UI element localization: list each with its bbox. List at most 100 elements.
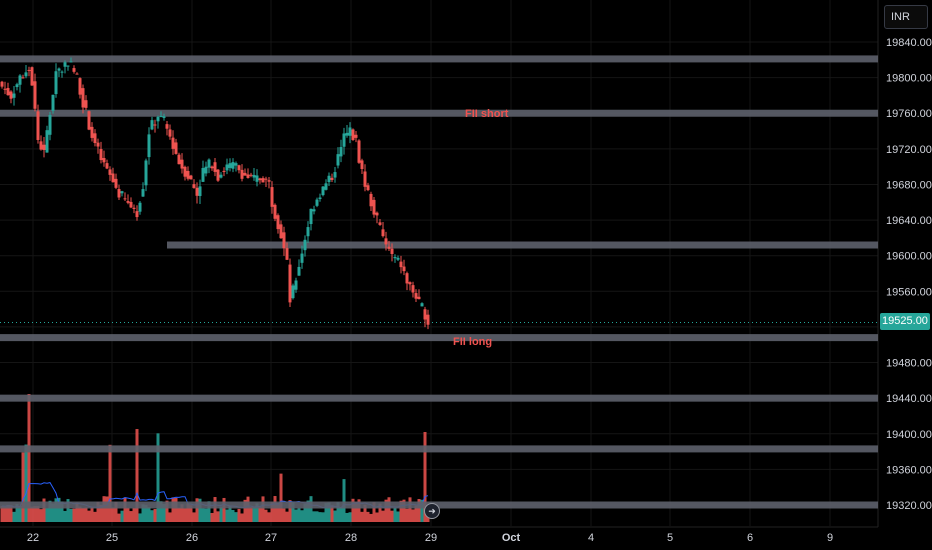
volume-bar — [168, 512, 172, 522]
candle-down — [282, 232, 286, 249]
volume-bar — [21, 452, 25, 522]
candle-down — [351, 129, 355, 140]
time-tick-label: 22 — [27, 532, 39, 544]
volume-bar — [51, 503, 55, 522]
candle-down — [399, 261, 403, 268]
volume-bar — [339, 506, 343, 522]
price-tick-label: 19320.00 — [886, 500, 932, 512]
volume-bar — [306, 500, 310, 522]
candle-up — [159, 115, 163, 117]
candle-up — [255, 175, 259, 182]
volume-bar — [189, 505, 193, 522]
candle-up — [156, 116, 160, 122]
candle-down — [129, 201, 133, 208]
candle-down — [99, 149, 103, 161]
volume-bar — [39, 509, 43, 522]
volume-bar — [183, 508, 187, 522]
volume-bar — [345, 512, 349, 522]
candle-up — [207, 159, 211, 168]
candle-up — [291, 285, 295, 299]
volume-bar — [120, 510, 124, 522]
currency-button[interactable]: INR — [884, 5, 928, 29]
candle-up — [54, 71, 58, 95]
volume-bar — [405, 508, 409, 522]
candle-down — [330, 177, 334, 180]
scroll-to-realtime-button[interactable]: ➜ — [424, 503, 440, 519]
volume-bar — [45, 508, 49, 522]
candle-down — [111, 173, 115, 183]
candle-down — [243, 172, 247, 176]
candle-down — [42, 144, 46, 150]
volume-bar — [135, 429, 139, 522]
candle-up — [303, 239, 307, 251]
candle-down — [114, 178, 118, 188]
candle-up — [324, 183, 328, 190]
price-zone — [0, 334, 878, 342]
price-tick-label: 19680.00 — [886, 179, 932, 191]
candle-down — [9, 91, 13, 99]
volume-bar — [387, 497, 391, 522]
volume-bar — [315, 511, 319, 522]
candle-down — [153, 124, 157, 126]
candle-up — [309, 208, 313, 225]
volume-bar — [360, 511, 364, 522]
price-zone — [0, 55, 878, 63]
volume-bar — [99, 505, 103, 522]
price-tick-label: 19720.00 — [886, 144, 932, 156]
volume-bar — [48, 500, 52, 522]
volume-bar — [273, 496, 277, 522]
volume-bar — [381, 510, 385, 522]
candle-down — [123, 198, 127, 200]
time-tick-label: 26 — [186, 532, 198, 544]
candle-up — [60, 71, 64, 73]
volume-bar — [159, 501, 163, 522]
time-axis: 22 25 26 27 28 29 Oct 4 5 6 9 — [27, 532, 833, 544]
volume-bar — [96, 501, 100, 522]
volume-bar — [213, 497, 217, 522]
candle-up — [306, 227, 310, 237]
volume-bar — [267, 512, 271, 522]
volume-bar — [15, 504, 19, 522]
volume-bar — [372, 502, 376, 522]
time-tick-label: Oct — [502, 532, 521, 544]
volume-bar — [288, 500, 292, 522]
time-tick-label: 25 — [106, 532, 118, 544]
time-tick-label: 4 — [588, 532, 594, 544]
volume-bar — [396, 511, 400, 522]
volume-bar — [111, 507, 115, 522]
volume-bar — [384, 499, 388, 522]
volume-bar — [207, 501, 211, 522]
volume-bar — [402, 499, 406, 522]
candle-up — [66, 65, 70, 67]
candle-down — [402, 266, 406, 272]
candle-down — [75, 73, 79, 75]
volume-bar — [393, 507, 397, 522]
volume-bar — [357, 499, 361, 522]
candle-up — [327, 175, 331, 183]
volume-bar — [318, 512, 322, 522]
candle-up — [333, 172, 337, 178]
volume-bar — [108, 444, 112, 522]
price-zone — [0, 109, 878, 117]
price-tick-label: 19840.00 — [886, 37, 932, 49]
volume-bar — [363, 504, 367, 522]
time-tick-label: 27 — [265, 532, 277, 544]
candle-down — [357, 140, 361, 163]
candle-down — [36, 111, 40, 140]
candle-down — [90, 126, 94, 138]
volume-bar — [171, 497, 175, 522]
volume-bar — [333, 510, 337, 522]
candle-down — [237, 165, 241, 171]
candle-down — [6, 87, 10, 96]
zone-label-fii-short: FII short — [465, 108, 509, 120]
volume-bar — [225, 509, 229, 522]
candle-up — [318, 197, 322, 200]
candle-down — [174, 142, 178, 154]
candle-up — [345, 132, 349, 136]
volume-bar — [12, 511, 16, 522]
candle-up — [12, 93, 16, 98]
candle-down — [189, 175, 193, 180]
volume-bar — [126, 507, 130, 522]
time-tick-label: 5 — [667, 532, 673, 544]
